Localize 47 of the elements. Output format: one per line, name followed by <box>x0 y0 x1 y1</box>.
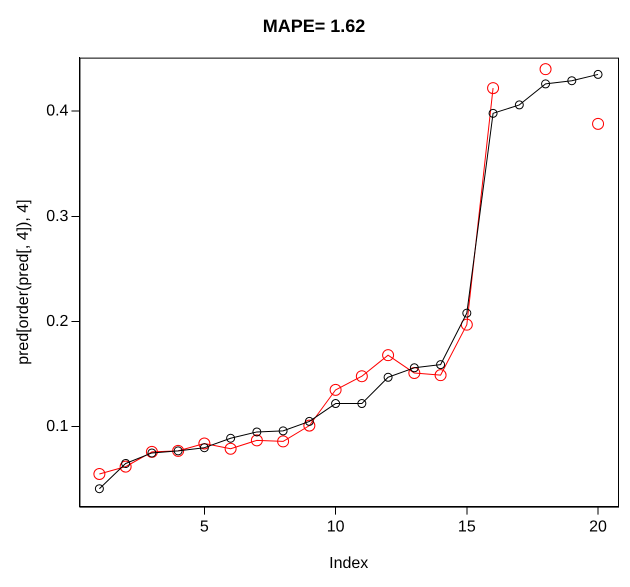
x-tick-label: 5 <box>200 518 209 536</box>
point <box>146 446 158 458</box>
y-tick-label: 0.3 <box>46 208 69 225</box>
point <box>357 399 366 408</box>
point <box>460 318 473 331</box>
point <box>487 82 500 94</box>
point <box>250 434 263 446</box>
point <box>278 426 288 436</box>
y-axis-title: pred[order(pred[, 4]), 4] <box>15 199 32 365</box>
point <box>200 443 209 452</box>
point <box>488 108 498 118</box>
point <box>330 384 342 396</box>
point <box>121 458 130 468</box>
point <box>120 460 132 473</box>
point <box>434 369 447 382</box>
point <box>436 360 446 370</box>
x-tick-label: 10 <box>326 518 345 536</box>
chart-title: MAPE= 1.62 <box>262 16 366 36</box>
point <box>147 448 156 458</box>
point <box>224 442 237 455</box>
point <box>410 363 419 372</box>
point <box>198 438 210 450</box>
x-axis-title: Index <box>329 554 368 572</box>
point <box>592 118 604 130</box>
point <box>462 308 472 318</box>
point <box>252 427 262 436</box>
point <box>567 76 576 86</box>
point <box>408 367 420 380</box>
point <box>304 416 314 426</box>
point <box>277 435 290 448</box>
y-tick-label: 0.4 <box>46 102 69 120</box>
point <box>514 100 524 110</box>
point <box>303 420 316 432</box>
x-tick-label: 20 <box>589 518 608 536</box>
y-tick-label: 0.1 <box>46 418 69 436</box>
point <box>93 468 106 480</box>
x-tick-label: 15 <box>458 518 476 536</box>
point <box>382 349 394 362</box>
point <box>384 372 393 382</box>
point <box>226 434 236 443</box>
point <box>331 399 340 408</box>
y-tick-label: 0.2 <box>46 312 69 330</box>
point <box>356 370 368 382</box>
point <box>540 63 552 76</box>
point <box>94 484 104 494</box>
point <box>541 79 550 88</box>
point <box>594 70 603 79</box>
